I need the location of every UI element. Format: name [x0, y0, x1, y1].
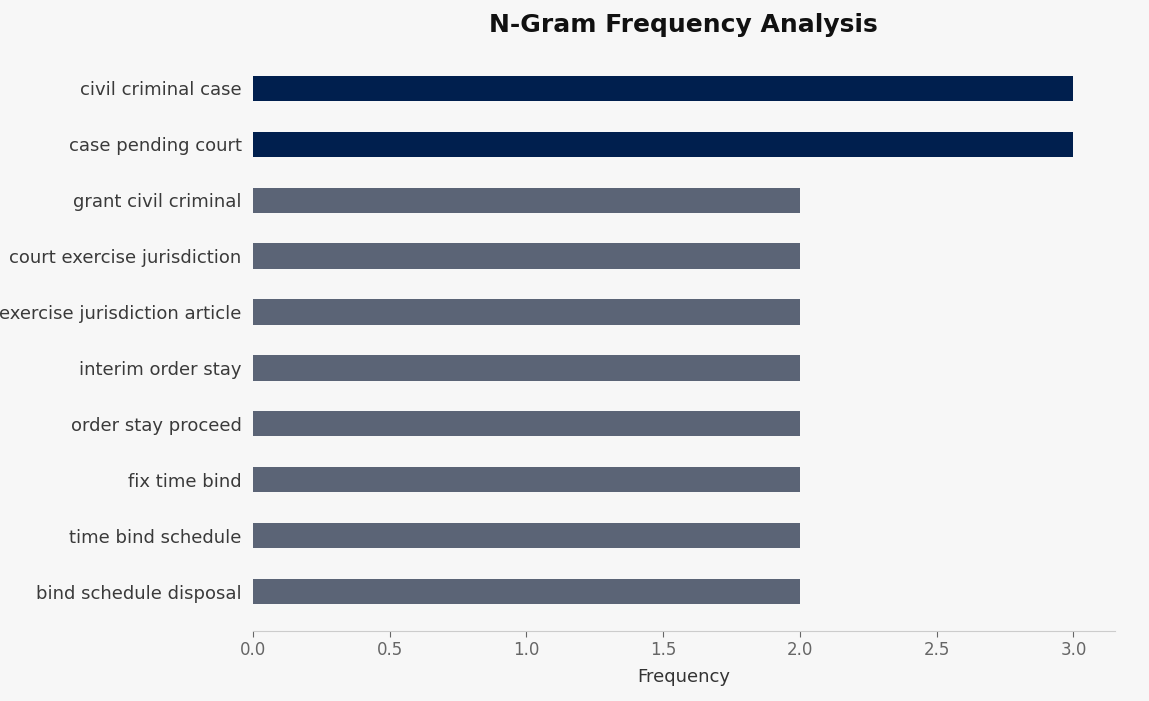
Bar: [253, 355, 800, 381]
Bar: [253, 299, 800, 325]
Bar: [253, 76, 1073, 101]
Bar: [253, 411, 800, 437]
Bar: [253, 132, 1073, 157]
Bar: [253, 243, 800, 268]
Bar: [253, 523, 800, 548]
Bar: [253, 579, 800, 604]
Bar: [253, 188, 800, 212]
Title: N-Gram Frequency Analysis: N-Gram Frequency Analysis: [489, 13, 878, 37]
Bar: [253, 468, 800, 492]
X-axis label: Frequency: Frequency: [638, 667, 730, 686]
